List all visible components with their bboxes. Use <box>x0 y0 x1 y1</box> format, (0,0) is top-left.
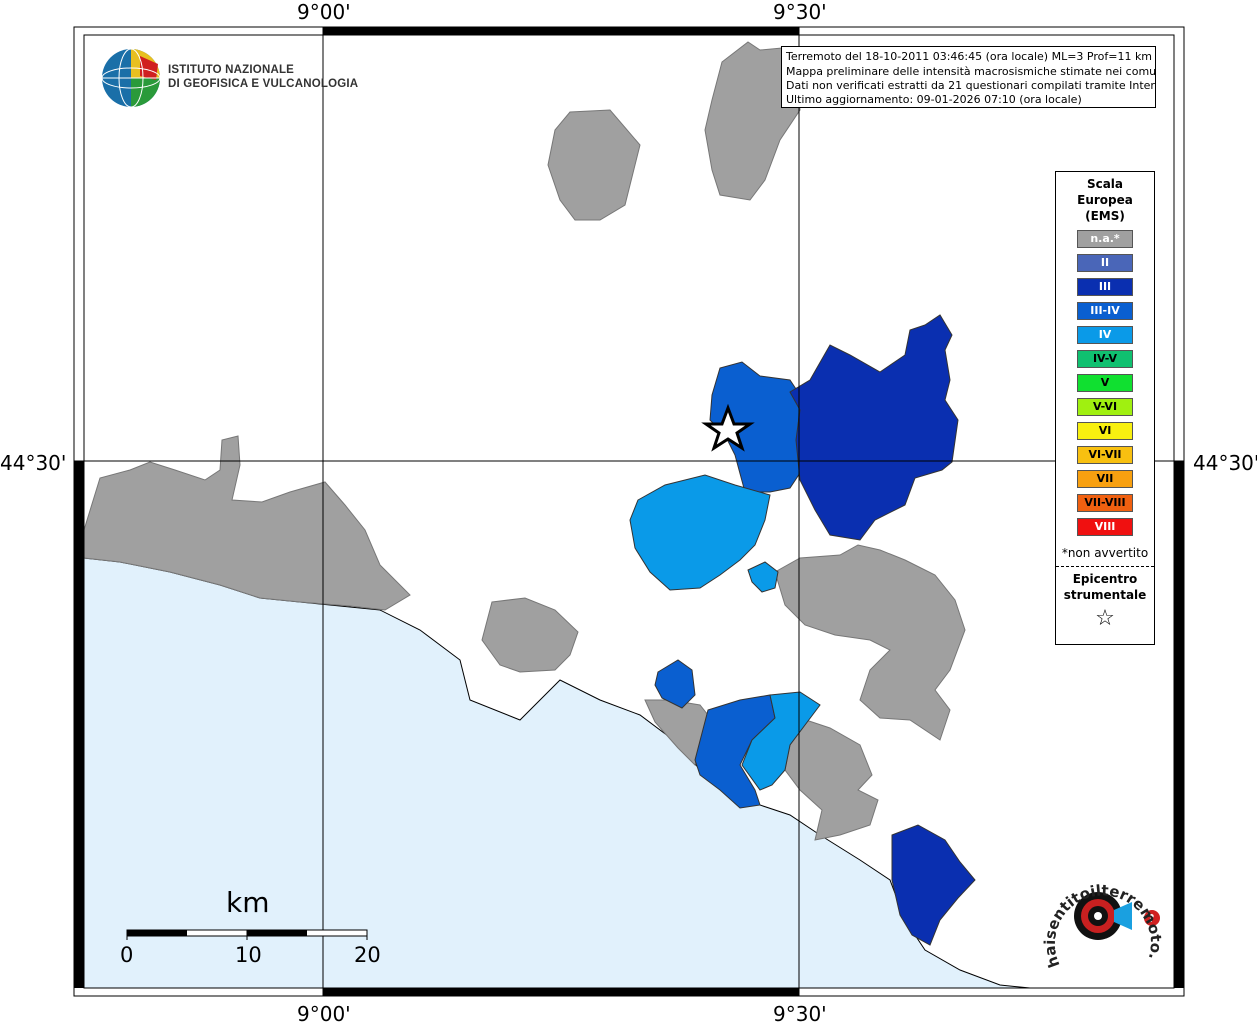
info-line1: Terremoto del 18-10-2011 03:46:45 (ora l… <box>786 50 1153 63</box>
region-intensity-IV-a <box>629 474 771 591</box>
legend-item: n.a.* <box>1077 230 1133 248</box>
legend-items: n.a.* II III III-IV IV IV-V V V-VI VI VI-VII VII VI… <box>1056 230 1154 536</box>
legend-item: III-IV <box>1077 302 1133 320</box>
legend-item: II <box>1077 254 1133 272</box>
legend-epicenter-label: Epicentro strumentale <box>1056 571 1154 603</box>
region-intensity-III-a <box>789 314 959 541</box>
left-lat-label: 44°30' <box>0 451 67 475</box>
region-center-1 <box>481 597 579 673</box>
legend-note: *non avvertito <box>1061 546 1149 560</box>
legend-item: VI <box>1077 422 1133 440</box>
institute-line2: DI GEOFISICA E VULCANOLOGIA <box>168 78 359 90</box>
region-genova-coast <box>83 435 411 611</box>
legend: Scala Europea (EMS) n.a.* II III III-IV IV IV… <box>1055 171 1155 645</box>
epicenter-star-icon[interactable] <box>701 403 755 452</box>
region-intensity-IV-c <box>741 691 821 791</box>
map-frame <box>73 26 1185 997</box>
legend-title: Scala Europea (EMS) <box>1056 176 1154 224</box>
info-line3: Dati non verificati estratti da 21 quest… <box>786 79 1156 92</box>
legend-epicenter-line1: Epicentro <box>1072 572 1138 586</box>
municipalities-not-available <box>83 41 966 841</box>
legend-title-line3: (EMS) <box>1085 209 1125 223</box>
scale-label-20: 20 <box>354 943 381 967</box>
info-line4: Ultimo aggiornamento: 09-01-2026 07:10 (… <box>786 93 1082 106</box>
legend-item: VIII <box>1077 518 1133 536</box>
bottom-lon-label-2: 9°30' <box>773 1002 827 1026</box>
region-north-2 <box>704 41 801 201</box>
legend-item: V <box>1077 374 1133 392</box>
top-lon-label-2: 9°30' <box>773 0 827 24</box>
legend-item: VI-VII <box>1077 446 1133 464</box>
institute-name: ISTITUTO NAZIONALE DI GEOFISICA E VULCAN… <box>168 63 358 91</box>
scale-unit: km <box>226 886 270 919</box>
legend-item: IV-V <box>1077 350 1133 368</box>
ingv-logo-icon <box>101 48 161 108</box>
legend-epicenter-line2: strumentale <box>1063 588 1147 602</box>
region-intensity-IV-b <box>747 561 779 593</box>
haisentito-logo-icon[interactable]: ? haisentitoilterremoto.it <box>1040 860 1170 980</box>
region-east-1 <box>774 544 966 741</box>
info-line2: Mappa preliminare delle intensità macros… <box>786 65 1156 78</box>
institute-line1: ISTITUTO NAZIONALE <box>168 64 295 76</box>
bottom-lon-label-1: 9°00' <box>297 1002 351 1026</box>
legend-item: IV <box>1077 326 1133 344</box>
region-coast-3 <box>784 717 879 841</box>
right-lat-label: 44°30' <box>1193 451 1257 475</box>
sea <box>84 558 1030 988</box>
region-intensity-III-IV-b <box>654 659 696 709</box>
legend-item: VII <box>1077 470 1133 488</box>
svg-text:?: ? <box>1148 912 1154 925</box>
legend-item: V-VI <box>1077 398 1133 416</box>
legend-title-line1: Scala <box>1086 177 1124 191</box>
legend-title-line2: Europea <box>1077 193 1133 207</box>
region-north-1 <box>547 109 641 221</box>
scale-bar <box>126 929 368 940</box>
legend-item: VII-VIII <box>1077 494 1133 512</box>
legend-divider <box>1056 566 1154 567</box>
legend-star-icon: ☆ <box>1095 606 1115 631</box>
region-intensity-III-b <box>891 824 976 946</box>
top-lon-label-1: 9°00' <box>297 0 351 24</box>
legend-item: III <box>1077 278 1133 296</box>
scale-label-0: 0 <box>120 943 134 967</box>
scale-label-10: 10 <box>235 943 262 967</box>
graticule <box>74 27 1184 996</box>
earthquake-info-box: Terremoto del 18-10-2011 03:46:45 (ora l… <box>781 46 1156 108</box>
